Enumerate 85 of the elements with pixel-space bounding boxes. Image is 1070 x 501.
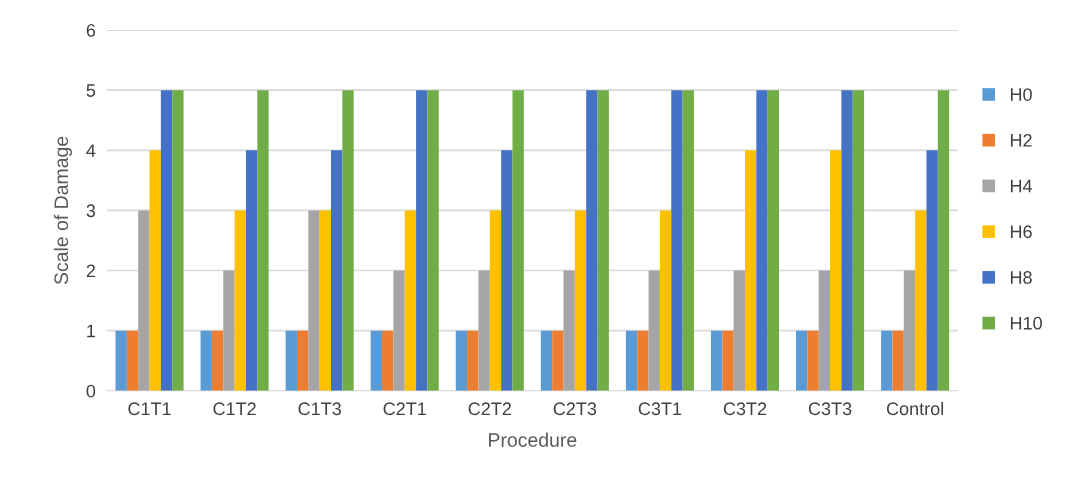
bar bbox=[489, 210, 502, 391]
bar bbox=[926, 150, 938, 391]
bar bbox=[467, 330, 479, 391]
bar bbox=[586, 90, 598, 391]
y-tick-label: 2 bbox=[86, 264, 95, 278]
bar bbox=[126, 330, 139, 391]
bar bbox=[796, 330, 808, 391]
bar bbox=[331, 150, 343, 391]
legend-label: H0 bbox=[1010, 88, 1032, 101]
y-tick-label: 0 bbox=[86, 384, 96, 398]
x-tick-label: C1T1 bbox=[128, 402, 171, 416]
bar bbox=[540, 330, 553, 391]
bar bbox=[722, 330, 734, 391]
bar bbox=[342, 90, 354, 391]
bar bbox=[830, 150, 842, 391]
bar bbox=[671, 90, 683, 391]
bar bbox=[382, 330, 394, 391]
bar bbox=[285, 330, 297, 391]
bar bbox=[512, 90, 524, 391]
bar bbox=[245, 150, 258, 391]
legend-label: H2 bbox=[1010, 133, 1032, 147]
legend-label: H8 bbox=[1010, 271, 1032, 284]
bar bbox=[296, 330, 309, 391]
bar bbox=[308, 210, 320, 391]
bar bbox=[552, 330, 564, 391]
bar bbox=[574, 210, 587, 391]
bar bbox=[115, 330, 127, 391]
bar bbox=[659, 210, 672, 391]
bar bbox=[257, 90, 269, 391]
bar bbox=[682, 90, 694, 391]
y-axis-title: Scale of Damage bbox=[53, 136, 72, 285]
bar bbox=[172, 90, 184, 391]
x-axis-title: Procedure bbox=[489, 432, 577, 447]
bar bbox=[841, 90, 853, 391]
bar bbox=[501, 150, 513, 391]
legend-label: H4 bbox=[1010, 179, 1033, 193]
bar bbox=[903, 270, 916, 391]
bar bbox=[416, 90, 428, 391]
bar bbox=[733, 270, 745, 391]
y-tick-label: 6 bbox=[86, 23, 96, 37]
bar bbox=[710, 330, 723, 391]
x-tick-label: C3T2 bbox=[723, 402, 767, 416]
y-tick-label: 5 bbox=[86, 84, 96, 97]
bar bbox=[807, 330, 819, 391]
bar bbox=[160, 90, 173, 391]
x-tick-label: C2T2 bbox=[468, 402, 511, 416]
bar bbox=[597, 90, 609, 391]
bar bbox=[478, 270, 490, 391]
bar bbox=[563, 270, 575, 391]
bar bbox=[138, 210, 150, 391]
x-tick-label: C1T3 bbox=[298, 402, 341, 416]
x-tick-label: Control bbox=[886, 401, 944, 416]
bar bbox=[767, 90, 780, 391]
bar bbox=[756, 90, 768, 391]
legend-label: H10 bbox=[1010, 316, 1042, 330]
bar bbox=[211, 330, 224, 391]
x-tick-label: C2T3 bbox=[553, 402, 597, 416]
bar bbox=[937, 90, 950, 391]
bar bbox=[393, 270, 405, 391]
bar bbox=[818, 270, 831, 391]
bar bbox=[370, 330, 383, 391]
bar bbox=[744, 150, 757, 391]
bar bbox=[625, 330, 638, 391]
bar bbox=[637, 330, 649, 391]
x-tick-label: C3T3 bbox=[808, 402, 852, 416]
legend-label: H6 bbox=[1010, 225, 1032, 239]
y-tick-label: 1 bbox=[87, 324, 96, 338]
bar bbox=[319, 210, 331, 391]
bar bbox=[915, 210, 927, 391]
bar bbox=[404, 210, 417, 391]
bar bbox=[648, 270, 660, 391]
bar bbox=[149, 150, 161, 391]
bar bbox=[234, 210, 246, 391]
bar bbox=[427, 90, 439, 391]
x-tick-label: C1T2 bbox=[213, 402, 256, 416]
x-tick-label: C3T1 bbox=[638, 402, 682, 416]
bar bbox=[881, 330, 893, 391]
y-tick-label: 4 bbox=[86, 144, 96, 157]
bar bbox=[892, 330, 904, 391]
bar bbox=[852, 90, 865, 391]
x-tick-label: C2T1 bbox=[383, 402, 426, 416]
bar bbox=[223, 270, 235, 391]
y-tick-label: 3 bbox=[86, 204, 96, 218]
bar bbox=[200, 330, 212, 391]
bar bbox=[455, 330, 468, 391]
